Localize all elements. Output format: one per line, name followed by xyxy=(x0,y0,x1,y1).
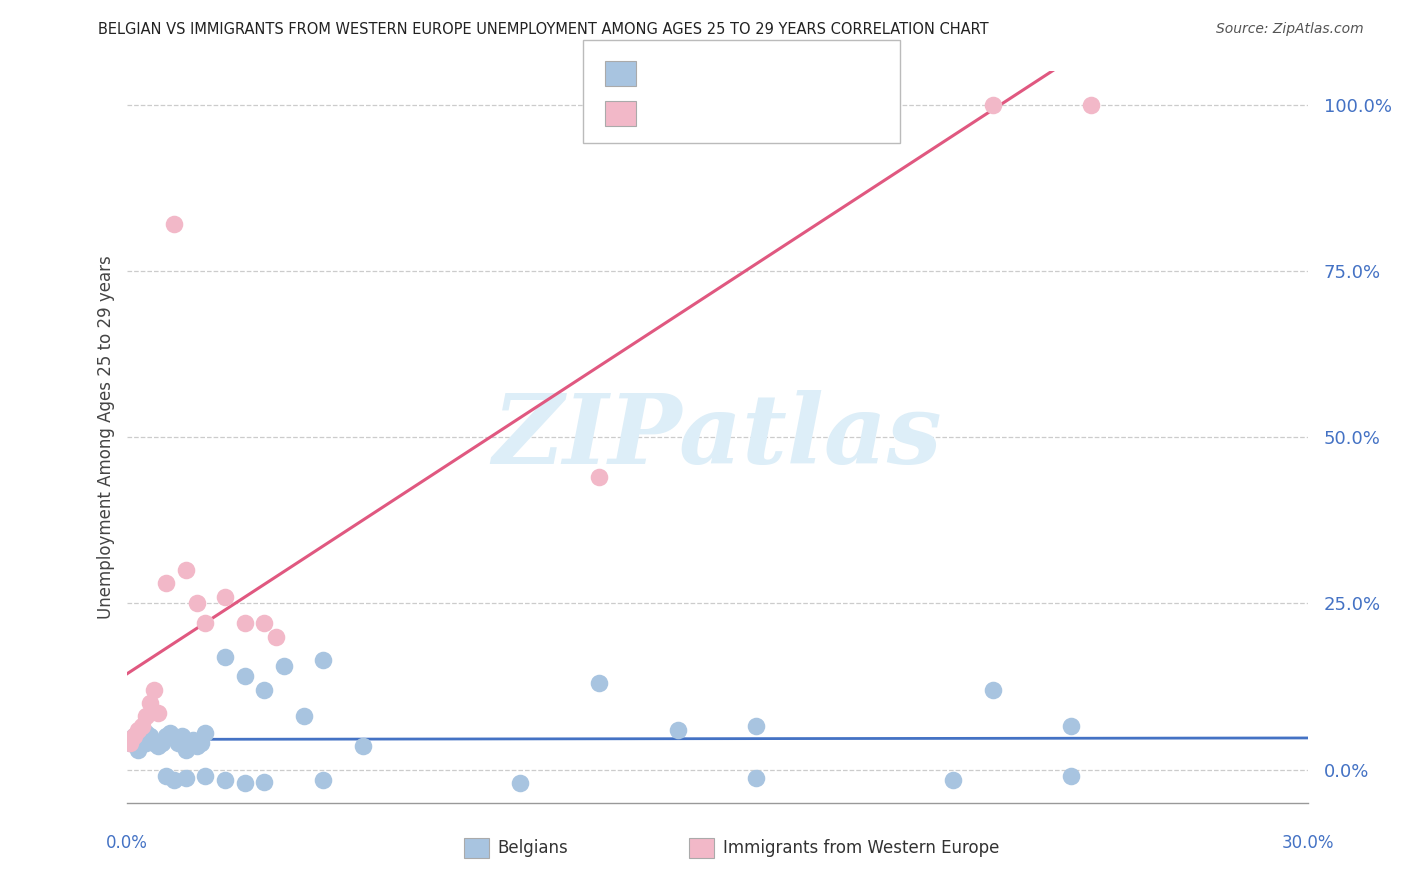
Point xyxy=(194,616,217,631)
Point xyxy=(214,590,236,604)
Point xyxy=(509,776,531,790)
Y-axis label: Unemployment Among Ages 25 to 29 years: Unemployment Among Ages 25 to 29 years xyxy=(97,255,115,619)
Text: ZIPatlas: ZIPatlas xyxy=(492,390,942,484)
Point xyxy=(179,736,201,750)
Point xyxy=(745,719,768,733)
Point xyxy=(146,706,169,720)
Point xyxy=(139,696,162,710)
Point xyxy=(174,742,197,756)
Point xyxy=(233,616,256,631)
Point xyxy=(166,736,188,750)
Point xyxy=(159,726,181,740)
Point xyxy=(124,729,146,743)
Point xyxy=(745,97,768,112)
Point xyxy=(264,630,287,644)
Point xyxy=(666,723,689,737)
Point xyxy=(214,772,236,787)
Point xyxy=(312,772,335,787)
Text: N = 32: N = 32 xyxy=(780,64,842,82)
Text: BELGIAN VS IMMIGRANTS FROM WESTERN EUROPE UNEMPLOYMENT AMONG AGES 25 TO 29 YEARS: BELGIAN VS IMMIGRANTS FROM WESTERN EUROP… xyxy=(98,22,988,37)
Text: Belgians: Belgians xyxy=(498,839,568,857)
Point xyxy=(981,97,1004,112)
Point xyxy=(233,776,256,790)
Point xyxy=(174,771,197,785)
Point xyxy=(183,732,205,747)
Point xyxy=(194,726,217,740)
Point xyxy=(1060,719,1083,733)
Point xyxy=(135,726,157,740)
Point xyxy=(186,596,208,610)
Point xyxy=(120,736,142,750)
Point xyxy=(745,771,768,785)
Point xyxy=(143,682,166,697)
Point xyxy=(120,736,142,750)
Point xyxy=(174,563,197,577)
Text: R = 0.694: R = 0.694 xyxy=(647,104,738,122)
Point xyxy=(942,772,965,787)
Point xyxy=(588,676,610,690)
Point xyxy=(588,470,610,484)
Point xyxy=(352,739,374,754)
Point xyxy=(143,736,166,750)
Point xyxy=(131,719,153,733)
Point xyxy=(312,653,335,667)
Point xyxy=(146,739,169,754)
Point xyxy=(135,709,157,723)
Point xyxy=(233,669,256,683)
Point xyxy=(186,739,208,754)
Text: 0.0%: 0.0% xyxy=(105,834,148,852)
Point xyxy=(163,217,186,231)
Point xyxy=(155,729,177,743)
Point xyxy=(155,576,177,591)
Text: Immigrants from Western Europe: Immigrants from Western Europe xyxy=(723,839,1000,857)
Point xyxy=(273,659,295,673)
Point xyxy=(155,769,177,783)
Point xyxy=(127,723,149,737)
Point xyxy=(214,649,236,664)
Point xyxy=(253,616,276,631)
Point xyxy=(135,736,157,750)
Text: N = 21: N = 21 xyxy=(780,104,842,122)
Point xyxy=(981,682,1004,697)
Point xyxy=(194,769,217,783)
Point xyxy=(139,729,162,743)
Point xyxy=(170,729,193,743)
Point xyxy=(124,729,146,743)
Point xyxy=(1060,769,1083,783)
Text: Source: ZipAtlas.com: Source: ZipAtlas.com xyxy=(1216,22,1364,37)
Point xyxy=(127,742,149,756)
Point xyxy=(163,772,186,787)
Point xyxy=(131,723,153,737)
Point xyxy=(292,709,315,723)
Point xyxy=(253,774,276,789)
Point xyxy=(253,682,276,697)
Point xyxy=(190,736,212,750)
Text: R = 0.079: R = 0.079 xyxy=(647,64,738,82)
Text: 30.0%: 30.0% xyxy=(1281,834,1334,852)
Point xyxy=(150,736,173,750)
Point xyxy=(1080,97,1102,112)
